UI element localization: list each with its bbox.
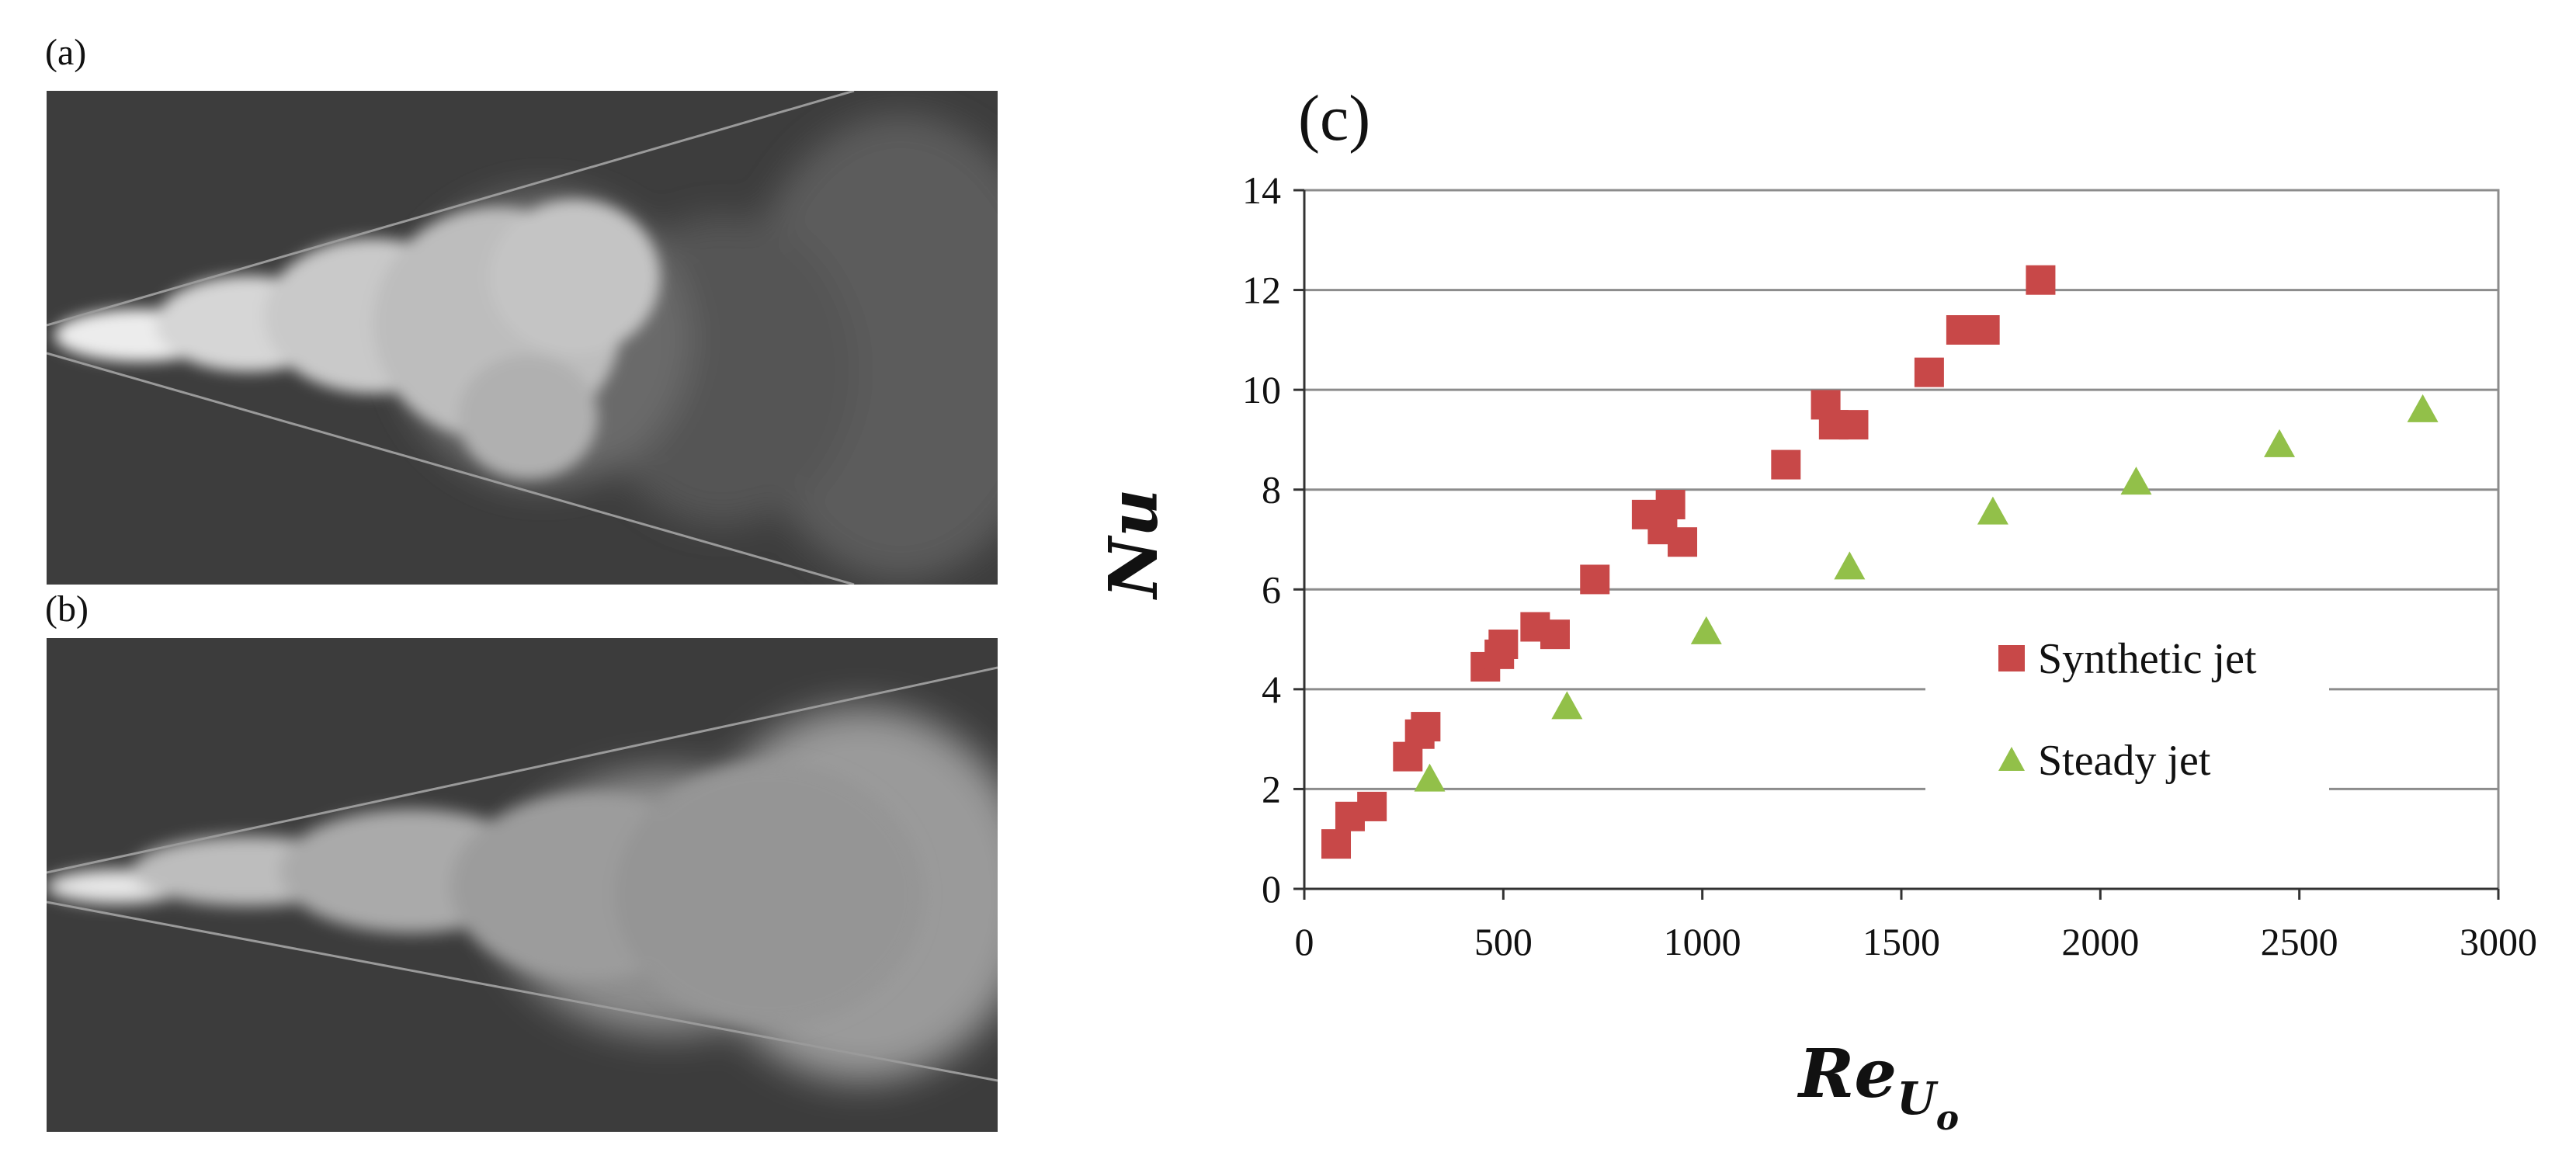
steady-jet-point-0: [1414, 763, 1446, 792]
synthetic-jet-point-14: [1655, 490, 1686, 519]
synthetic-jet-point-5: [1411, 712, 1441, 742]
y-axis-title: Nu: [1095, 488, 1173, 600]
synthetic-jet-point-0: [1321, 829, 1352, 859]
legend-background: [1925, 613, 2329, 877]
y-tick-label-2: 2: [1262, 767, 1281, 810]
x-tick-label-2500: 2500: [2261, 920, 2338, 963]
legend-label-steady-jet: Steady jet: [2038, 737, 2211, 785]
y-tick-label-8: 8: [1262, 468, 1281, 512]
synthetic-jet-point-2: [1357, 791, 1387, 821]
x-tick-label-2000: 2000: [2061, 920, 2139, 963]
legend-marker-steady-jet: [1998, 747, 2025, 771]
series-steady-jet: [1414, 394, 2439, 792]
synthetic-jet-point-8: [1488, 630, 1519, 659]
y-tick-label-0: 0: [1262, 867, 1281, 911]
panel-b-label: (b): [45, 588, 89, 630]
steady-jet-point-5: [2120, 467, 2152, 495]
panel-c-label: (c): [1298, 82, 1370, 154]
synthetic-jet-point-19: [1838, 410, 1869, 440]
synthetic-jet-point-20: [1914, 357, 1944, 387]
smoke-photo-steady-jet: [47, 638, 998, 1132]
synthetic-jet-point-22: [1970, 315, 2000, 345]
steady-jet-point-2: [1690, 616, 1722, 644]
steady-jet-point-7: [2407, 394, 2439, 422]
tick-labels: 0 500 1000 1500 2000 2500 3000 0 2 4 6 8 10 12 14: [1242, 168, 2537, 963]
x-axis-title-subsub: o: [1936, 1098, 1959, 1138]
steady-jet-point-4: [1977, 496, 2008, 525]
x-tick-label-500: 500: [1474, 920, 1533, 963]
y-tick-label-6: 6: [1262, 567, 1281, 611]
y-tick-label-12: 12: [1242, 269, 1281, 312]
nu-vs-re-chart: (c) 0 500 1000 1500 2000 2500 300002468101214 …: [1095, 82, 2537, 1138]
synthetic-jet-point-10: [1540, 619, 1570, 650]
x-axis-title-main: Re: [1797, 1035, 1897, 1113]
x-axis-title-sub: U: [1897, 1072, 1939, 1125]
legend: Synthetic jet Steady jet: [1925, 613, 2329, 877]
x-tick-label-3000: 3000: [2460, 920, 2537, 963]
y-tick-label-14: 14: [1242, 168, 1281, 212]
x-axis-title: ReUo: [1797, 1035, 1959, 1138]
panel-a-label: (a): [45, 32, 87, 73]
smoke-photo-synthetic-jet: [47, 91, 998, 585]
x-tick-label-1500: 1500: [1863, 920, 1940, 963]
data-series: [1321, 265, 2439, 859]
steady-jet-point-1: [1551, 691, 1583, 720]
legend-marker-synthetic-jet: [1998, 645, 2025, 671]
steady-jet-point-3: [1834, 551, 1866, 580]
y-tick-label-10: 10: [1242, 368, 1281, 411]
legend-label-synthetic-jet: Synthetic jet: [2038, 635, 2257, 683]
x-tick-label-1000: 1000: [1664, 920, 1741, 963]
synthetic-jet-point-23: [2026, 265, 2056, 295]
steady-jet-point-6: [2264, 429, 2296, 457]
synthetic-jet-point-11: [1580, 564, 1610, 595]
synthetic-jet-point-16: [1771, 449, 1801, 480]
y-tick-label-4: 4: [1262, 668, 1281, 711]
x-tick-label-0: 0: [1295, 920, 1314, 963]
series-synthetic-jet: [1321, 265, 2056, 859]
synthetic-jet-point-15: [1668, 527, 1698, 557]
